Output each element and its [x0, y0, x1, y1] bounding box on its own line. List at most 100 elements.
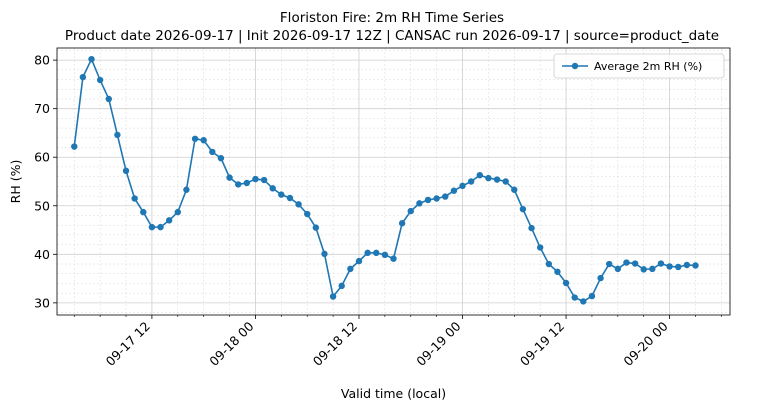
- data-point: [252, 175, 259, 183]
- major-grid: [57, 48, 730, 315]
- data-point: [442, 193, 449, 200]
- data-point: [675, 263, 682, 271]
- data-point: [511, 186, 518, 193]
- data-point: [243, 179, 251, 187]
- data-point: [373, 249, 380, 257]
- data-point: [338, 282, 345, 290]
- data-point: [140, 208, 147, 216]
- x-tick-label: 09-20 00: [620, 318, 670, 368]
- data-point: [217, 155, 225, 162]
- x-tick-label: 09-18 12: [310, 319, 360, 369]
- legend-label: Average 2m RH (%): [594, 60, 702, 73]
- data-point: [666, 263, 673, 270]
- data-point: [467, 178, 475, 185]
- data-point: [545, 260, 553, 268]
- data-point: [96, 76, 104, 84]
- data-point: [71, 143, 78, 150]
- x-axis: 09-17 12 09-18 00 09-18 12 09-19 00 09-19 12…: [73, 315, 722, 369]
- data-point: [347, 265, 354, 273]
- data-point: [321, 250, 328, 258]
- data-point: [148, 223, 156, 231]
- data-point: [191, 135, 199, 142]
- data-point: [398, 220, 406, 227]
- data-point: [209, 148, 216, 156]
- legend-marker-swatch: [571, 62, 579, 70]
- data-point: [114, 131, 121, 139]
- data-point: [493, 176, 501, 183]
- data-point: [571, 294, 578, 301]
- data-point: [183, 186, 190, 193]
- data-point: [165, 217, 173, 224]
- x-tick-label: 09-17 12: [103, 319, 153, 369]
- data-point: [390, 255, 397, 262]
- data-point: [200, 137, 207, 144]
- data-point: [234, 181, 242, 188]
- data-point: [502, 178, 509, 185]
- data-point: [631, 260, 639, 267]
- data-point: [649, 265, 656, 273]
- y-tick-label: 40: [34, 247, 50, 262]
- data-point: [355, 257, 363, 265]
- data-point: [562, 279, 570, 287]
- y-tick-label: 50: [34, 198, 50, 213]
- series-average-2m-rh: [71, 55, 699, 305]
- data-point: [407, 207, 414, 215]
- y-tick-label: 30: [34, 295, 50, 310]
- data-point: [122, 167, 130, 175]
- data-point: [614, 265, 622, 273]
- data-point: [260, 176, 268, 184]
- data-point: [304, 210, 311, 218]
- data-point: [485, 174, 492, 182]
- data-point: [286, 194, 294, 202]
- legend: Average 2m RH (%): [553, 53, 725, 79]
- data-point: [433, 195, 440, 202]
- data-point: [105, 95, 112, 103]
- data-point: [329, 293, 337, 300]
- data-point: [623, 259, 630, 266]
- data-point: [640, 266, 647, 273]
- data-point: [554, 268, 561, 275]
- legend-box: [553, 53, 725, 79]
- data-point: [88, 55, 95, 63]
- data-point: [657, 260, 665, 267]
- data-point: [588, 292, 596, 300]
- y-tick-label: 60: [34, 150, 50, 165]
- x-axis-label: Valid time (local): [341, 386, 446, 401]
- minor-grid: [57, 48, 730, 315]
- data-point: [580, 298, 587, 305]
- chart-title: Floriston Fire: 2m RH Time Series: [280, 10, 504, 26]
- data-point: [131, 195, 138, 202]
- data-point: [692, 262, 699, 269]
- x-tick-label: 09-18 00: [206, 318, 256, 368]
- y-tick-label: 70: [34, 101, 50, 116]
- data-point: [79, 73, 87, 81]
- y-axis: 30 40 50 60 70 80: [34, 53, 57, 310]
- data-point: [226, 174, 233, 181]
- data-point: [450, 187, 458, 194]
- data-point: [536, 244, 544, 251]
- data-point: [157, 223, 164, 231]
- data-point: [295, 201, 302, 208]
- data-point: [459, 182, 466, 190]
- data-point: [519, 205, 527, 213]
- data-point: [312, 224, 320, 231]
- y-axis-label: RH (%): [8, 160, 23, 204]
- y-tick-label: 80: [34, 53, 50, 68]
- chart-subtitle: Product date 2026-09-17 | Init 2026-09-1…: [65, 28, 719, 44]
- x-tick-label: 09-19 00: [413, 318, 463, 368]
- data-point: [424, 196, 432, 204]
- data-point: [278, 191, 285, 198]
- x-tick-label: 09-19 12: [517, 319, 567, 369]
- data-point: [416, 200, 423, 207]
- data-point: [174, 208, 181, 216]
- plot-area-frame: [56, 47, 731, 316]
- data-point: [683, 261, 691, 269]
- data-point: [476, 171, 483, 179]
- data-point: [364, 249, 371, 257]
- data-point: [381, 251, 389, 258]
- data-point: [606, 260, 613, 268]
- data-point: [269, 185, 276, 192]
- data-point: [597, 274, 604, 282]
- data-point: [528, 224, 535, 232]
